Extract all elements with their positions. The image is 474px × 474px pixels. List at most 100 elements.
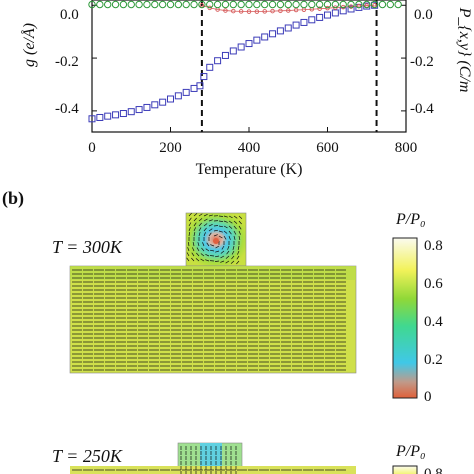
polarization-arrow xyxy=(220,250,225,254)
data-point xyxy=(96,0,104,9)
polarization-arrow xyxy=(195,258,200,262)
series-square xyxy=(88,1,379,123)
xtick-2: 400 xyxy=(238,140,261,156)
polarization-arrow xyxy=(203,213,208,217)
data-point xyxy=(363,0,371,9)
data-point xyxy=(214,57,222,65)
data-point xyxy=(261,33,269,41)
data-point xyxy=(245,40,253,48)
data-point xyxy=(253,36,261,44)
ytick-right-2: -0.4 xyxy=(410,101,434,117)
polarization-map-300k: T = 300K xyxy=(52,212,357,374)
polarization-arrow xyxy=(215,255,220,258)
data-point xyxy=(253,0,261,9)
data-point xyxy=(316,13,324,21)
data-point xyxy=(300,0,308,9)
data-point xyxy=(284,0,292,9)
polarization-arrow xyxy=(209,255,215,257)
polarization-arrow xyxy=(213,225,219,227)
polarization-arrow xyxy=(231,250,235,255)
polarization-arrow xyxy=(203,227,207,232)
polarization-arrow xyxy=(237,250,240,255)
data-point xyxy=(199,3,205,8)
colorbar-title: P/P₀ xyxy=(395,443,426,460)
ytick-right-0: 0.0 xyxy=(414,7,433,23)
polarization-arrow xyxy=(226,250,230,255)
ytick-left-2: -0.4 xyxy=(55,101,79,117)
data-point xyxy=(167,95,174,103)
data-point xyxy=(223,8,228,13)
polarization-arrow xyxy=(203,232,206,237)
data-point xyxy=(135,106,143,114)
transition-lines xyxy=(200,0,378,132)
polarization-arrow xyxy=(200,253,205,257)
data-point xyxy=(270,8,275,14)
colorbar-tick-0: 0.8 xyxy=(424,238,443,254)
xtick-4: 800 xyxy=(395,140,418,156)
map-body-shade xyxy=(70,266,356,280)
polarization-arrow xyxy=(198,213,203,217)
data-point xyxy=(151,101,159,109)
polarization-arrow xyxy=(197,242,200,247)
polarization-arrow xyxy=(220,260,225,263)
data-point xyxy=(190,84,198,92)
polarization-arrow xyxy=(203,218,208,222)
polarization-arrow xyxy=(187,247,190,252)
data-point xyxy=(174,0,183,9)
polarization-arrow xyxy=(210,249,215,252)
data-point xyxy=(292,0,300,9)
polarization-arrow xyxy=(218,230,223,233)
data-point xyxy=(292,21,300,29)
axis-ticks xyxy=(91,4,407,132)
data-point xyxy=(348,4,354,9)
data-point xyxy=(182,0,190,9)
data-point xyxy=(198,0,206,9)
data-point xyxy=(347,0,355,9)
data-point xyxy=(323,0,332,9)
data-point xyxy=(143,103,151,111)
polarization-arrow xyxy=(191,257,195,262)
colorbar-tick-3: 0.2 xyxy=(424,352,443,368)
data-point xyxy=(378,0,387,9)
series-diamond xyxy=(88,0,402,9)
polarization-arrow xyxy=(186,257,190,262)
data-point xyxy=(127,108,135,116)
polarization-arrow xyxy=(196,247,200,252)
polarization-arrow xyxy=(198,222,202,227)
polarization-arrow xyxy=(208,223,213,227)
data-point xyxy=(293,7,299,13)
polarization-arrow xyxy=(223,235,227,240)
data-point xyxy=(206,63,214,71)
polarization-arrow xyxy=(220,255,225,259)
data-point xyxy=(324,11,331,19)
polarization-arrow xyxy=(233,225,237,230)
polarization-arrow xyxy=(225,255,230,259)
polarization-arrow xyxy=(233,235,236,240)
polarization-arrow xyxy=(225,260,230,264)
data-point xyxy=(394,0,402,9)
polarization-map-250k: T = 250K xyxy=(52,442,356,474)
polarization-arrow xyxy=(232,245,235,250)
polarization-arrow xyxy=(205,259,210,262)
polarization-arrow xyxy=(213,229,218,232)
data-point xyxy=(284,24,292,32)
colorbar-250k: P/P₀ 0.8 xyxy=(392,443,443,474)
data-point xyxy=(370,0,379,9)
data-point xyxy=(119,110,127,118)
data-point xyxy=(261,0,269,9)
data-point xyxy=(200,73,208,81)
data-point xyxy=(159,98,167,106)
polarization-arrow xyxy=(238,230,241,235)
polarization-arrow xyxy=(228,220,233,224)
polarization-arrow xyxy=(192,242,195,247)
data-point xyxy=(325,5,330,11)
data-point xyxy=(135,0,143,9)
polarization-arrow xyxy=(227,245,230,250)
polarization-arrow xyxy=(193,213,198,217)
polarization-arrow xyxy=(223,220,228,223)
temperature-chart: 0.0 -0.2 -0.4 0.0 -0.2 -0.4 0 200 400 60… xyxy=(20,0,473,178)
ytick-right-1: -0.2 xyxy=(410,54,434,70)
ytick-left-1: -0.2 xyxy=(55,54,79,70)
polarization-arrow xyxy=(221,245,225,250)
